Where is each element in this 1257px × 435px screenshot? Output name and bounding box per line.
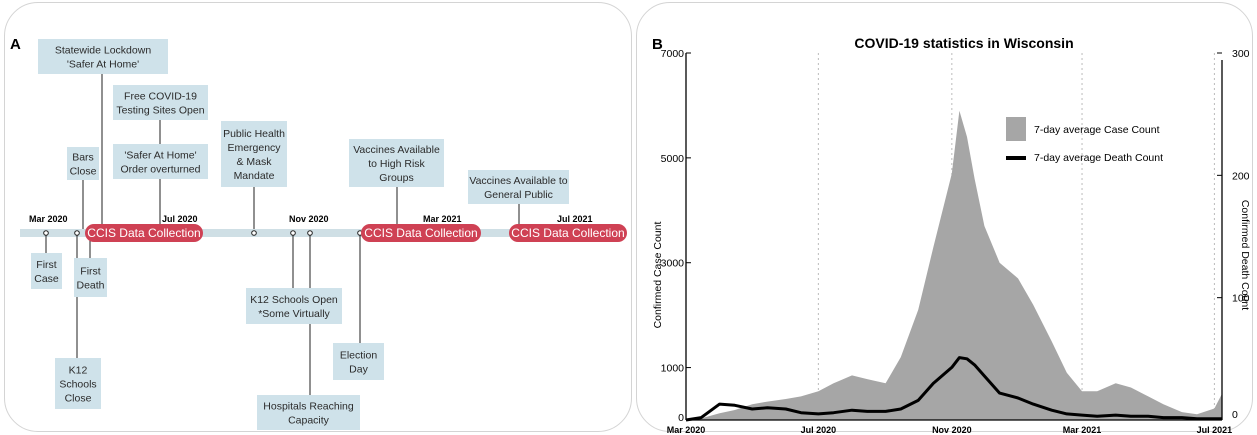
timeline-date-mar-2021: Mar 2021: [423, 214, 462, 224]
event-vaccines-high-risk-line: Groups: [379, 172, 413, 184]
event-k12-schools-open: K12 Schools Open *Some Virtually: [246, 288, 342, 324]
event-first-death: First Death: [74, 258, 107, 297]
event-bars-close: Bars Close: [67, 147, 99, 180]
y-tick-label-right: 100: [1232, 293, 1250, 305]
y-tick-label-left: 0: [678, 412, 684, 424]
event-first-case-line: First: [36, 259, 56, 271]
y-tick-label-left: 5000: [661, 153, 685, 165]
event-k12-schools-close: K12 Schools Close: [55, 358, 101, 409]
y-tick-label-right: 200: [1232, 170, 1250, 182]
event-first-death-line: Death: [76, 280, 104, 292]
event-public-health-emergency-line: Public Health: [223, 128, 285, 140]
event-free-testing-sites-line: Testing Sites Open: [116, 105, 204, 117]
event-election-day-line: Day: [349, 364, 368, 376]
timeline-date-nov-2020: Nov 2020: [289, 214, 329, 224]
event-first-death-line: First: [80, 266, 100, 278]
event-safer-at-home-overturned-line: Order overturned: [121, 164, 201, 176]
case-count-area: [686, 110, 1222, 420]
y-tick-label-left: 1000: [661, 363, 685, 375]
event-vaccines-general-public-line: General Public: [484, 189, 553, 201]
x-tick-label: Mar 2021: [1063, 425, 1102, 435]
legend-label-deaths: 7-day average Death Count: [1034, 152, 1163, 164]
event-public-health-emergency-line: & Mask: [236, 156, 272, 168]
event-safer-at-home-overturned: 'Safer At Home' Order overturned: [113, 144, 208, 179]
event-vaccines-high-risk: Vaccines Available to High Risk Groups: [349, 139, 444, 187]
ccis-pill-1: CCIS Data Collection: [85, 224, 203, 242]
event-first-case: First Case: [31, 253, 62, 289]
event-vaccines-general-public-line: Vaccines Available to: [469, 175, 567, 187]
event-hospitals-capacity: Hospitals Reaching Capacity: [257, 395, 360, 430]
y-axis-title-right: Confirmed Death Count: [1239, 200, 1251, 310]
timeline-date-mar-2020: Mar 2020: [29, 214, 68, 224]
event-election-day: Election Day: [333, 343, 384, 380]
event-public-health-emergency-line: Mandate: [234, 170, 275, 182]
timeline-date-jul-2021: Jul 2021: [557, 214, 593, 224]
y-axis-title-left: Confirmed Case Count: [652, 222, 664, 329]
event-k12-schools-open-line: K12 Schools Open: [250, 294, 338, 306]
panel-a-label: A: [10, 36, 21, 53]
event-statewide-lockdown: Statewide Lockdown 'Safer At Home': [38, 39, 168, 74]
event-safer-at-home-overturned-line: 'Safer At Home': [124, 150, 196, 162]
event-free-testing-sites-line: Free COVID-19: [124, 91, 197, 103]
event-vaccines-high-risk-line: Vaccines Available: [353, 144, 440, 156]
event-k12-schools-close-line: Close: [65, 393, 92, 405]
timeline-bar: [20, 229, 625, 237]
event-public-health-emergency: Public Health Emergency & Mask Mandate: [221, 121, 287, 187]
event-hospitals-capacity-line: Hospitals Reaching: [263, 401, 354, 413]
x-tick-label: Jul 2020: [801, 425, 837, 435]
event-public-health-emergency-line: Emergency: [227, 142, 281, 154]
chart-title: COVID-19 statistics in Wisconsin: [854, 35, 1073, 51]
event-statewide-lockdown-line: 'Safer At Home': [67, 59, 139, 71]
legend-label-cases: 7-day average Case Count: [1034, 124, 1160, 136]
event-k12-schools-close-line: K12: [69, 365, 88, 377]
event-statewide-lockdown-line: Statewide Lockdown: [55, 45, 151, 57]
event-bars-close-line: Close: [70, 166, 97, 178]
svg-text:CCIS Data Collection: CCIS Data Collection: [511, 226, 624, 240]
panel-b-label: B: [652, 36, 663, 53]
event-free-testing-sites: Free COVID-19 Testing Sites Open: [113, 85, 208, 120]
x-tick-label: Mar 2020: [667, 425, 706, 435]
event-k12-schools-close-line: Schools: [59, 379, 96, 391]
event-k12-schools-open-line: *Some Virtually: [258, 308, 330, 320]
timeline-date-jul-2020: Jul 2020: [162, 214, 198, 224]
event-election-day-line: Election: [340, 350, 378, 362]
event-vaccines-general-public: Vaccines Available to General Public: [468, 170, 569, 204]
ccis-pill-3: CCIS Data Collection: [509, 224, 627, 242]
y-tick-label-left: 7000: [661, 48, 685, 60]
event-vaccines-high-risk-line: to High Risk: [368, 158, 425, 170]
svg-text:CCIS Data Collection: CCIS Data Collection: [364, 226, 477, 240]
event-bars-close-line: Bars: [72, 152, 94, 164]
legend-swatch-cases: [1006, 117, 1026, 141]
event-first-case-line: Case: [34, 273, 59, 285]
svg-text:CCIS Data Collection: CCIS Data Collection: [87, 226, 200, 240]
x-tick-label: Jul 2021: [1197, 425, 1233, 435]
y-tick-label-left: 3000: [661, 258, 685, 270]
y-tick-label-right: 300: [1232, 48, 1250, 60]
event-hospitals-capacity-line: Capacity: [288, 415, 330, 427]
ccis-pill-2: CCIS Data Collection: [361, 224, 481, 242]
death-count-line: [685, 356, 1222, 422]
y-tick-label-right: 0: [1232, 409, 1238, 421]
x-tick-label: Nov 2020: [932, 425, 972, 435]
